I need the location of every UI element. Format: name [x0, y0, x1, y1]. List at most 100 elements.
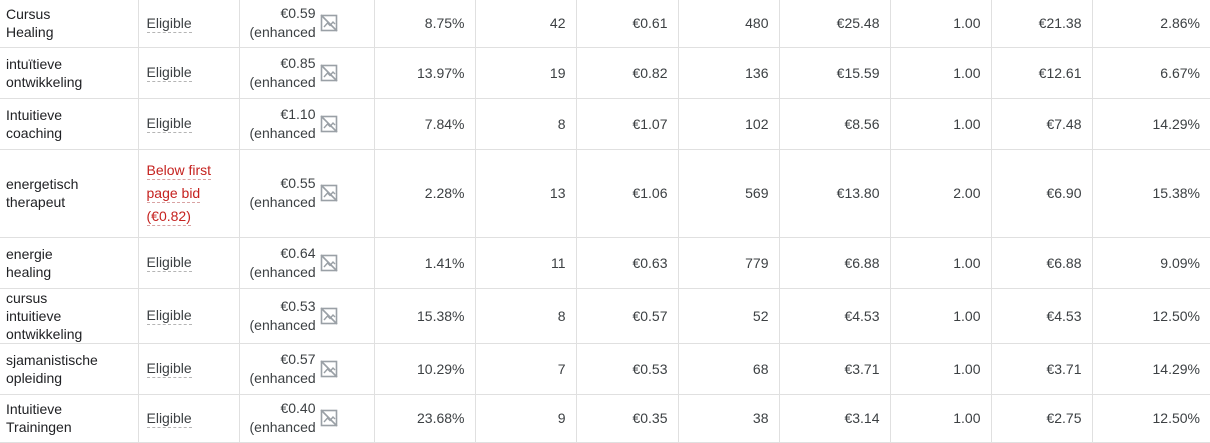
cost-cell: €8.56 [778, 97, 891, 150]
max-cpc-cell[interactable]: €0.57 (enhanced [238, 342, 375, 395]
status-cell: Eligible [137, 236, 240, 289]
table-row[interactable]: energetisch therapeut Below first page bid (… [0, 148, 1210, 238]
bid-strategy-label: (enhanced [249, 73, 316, 90]
avg-position-cell: 2.00 [889, 148, 992, 238]
status-text[interactable]: Eligible [146, 14, 192, 33]
table-row[interactable]: energie healing Eligible €0.64 (enhanced 1.41… [0, 236, 1210, 289]
max-cpc-cell[interactable]: €0.55 (enhanced [238, 148, 375, 238]
ctr-cell: 10.29% [373, 342, 476, 395]
bid-strategy-label: (enhanced [249, 419, 316, 435]
max-cpc-cell[interactable]: €0.40 (enhanced [238, 393, 375, 443]
avg-cpc-cell: €1.07 [575, 97, 679, 150]
keyword-text: intuïtieve [6, 55, 63, 72]
cost-per-conversion-cell: €12.61 [990, 46, 1093, 99]
status-text[interactable]: Eligible [146, 254, 192, 272]
max-cpc-cell[interactable]: €0.53 (enhanced [238, 287, 375, 344]
max-cpc-text: €0.57 (enhanced [250, 350, 316, 388]
cost-per-conversion-cell: €21.38 [990, 0, 1093, 48]
bid-strategy-label: (enhanced [249, 263, 316, 280]
status-text[interactable]: Eligible [146, 360, 192, 378]
keyword-text: coaching [6, 124, 63, 141]
max-cpc-text: €0.59 (enhanced [250, 4, 316, 42]
conversions-cell: 19 [474, 46, 577, 99]
max-cpc-value: €0.85 [280, 54, 316, 71]
ctr-cell: 1.41% [373, 236, 476, 289]
max-cpc-cell[interactable]: €1.10 (enhanced [238, 97, 375, 150]
status-text[interactable]: Eligible [146, 64, 192, 82]
max-cpc-cell[interactable]: €0.64 (enhanced [238, 236, 375, 289]
ctr-cell: 2.28% [373, 148, 476, 238]
status-text[interactable]: Eligible [146, 307, 192, 325]
conversion-rate-cell: 15.38% [1091, 148, 1210, 238]
broken-image-icon[interactable] [319, 63, 339, 83]
avg-cpc-cell: €0.61 [575, 0, 679, 48]
keyword-cell: intuïtieve ontwikkeling [0, 46, 139, 99]
cost-per-conversion-cell: €2.75 [990, 393, 1093, 443]
broken-image-icon[interactable] [319, 253, 339, 273]
conversions-cell: 9 [474, 393, 577, 443]
conversion-rate-cell: 2.86% [1091, 0, 1210, 48]
keyword-text: therapeut [6, 194, 66, 210]
bid-strategy-label: (enhanced [249, 369, 316, 386]
status-text[interactable]: page bid [146, 184, 201, 203]
table-row[interactable]: intuïtieve ontwikkeling Eligible €0.85 (enha… [0, 46, 1210, 99]
impressions-cell: 480 [677, 0, 780, 48]
status-text[interactable]: (€0.82) [146, 207, 191, 226]
keyword-cell: cursus intuitieve ontwikkeling [0, 287, 139, 344]
max-cpc-text: €0.53 (enhanced [250, 297, 316, 335]
avg-position-cell: 1.00 [889, 46, 992, 99]
avg-position-cell: 1.00 [889, 342, 992, 395]
status-cell: Eligible [137, 393, 240, 443]
keyword-text: healing [6, 263, 52, 280]
status-cell: Eligible [137, 97, 240, 150]
cost-per-conversion-cell: €7.48 [990, 97, 1093, 150]
cost-cell: €15.59 [778, 46, 891, 99]
table-row[interactable]: cursus intuitieve ontwikkeling Eligible €0.5… [0, 287, 1210, 344]
keyword-cell: Intuitieve Trainingen [0, 393, 139, 443]
cost-per-conversion-cell: €3.71 [990, 342, 1093, 395]
broken-image-icon[interactable] [319, 114, 339, 134]
conversion-rate-cell: 6.67% [1091, 46, 1210, 99]
max-cpc-text: €0.85 (enhanced [250, 54, 316, 92]
avg-cpc-cell: €0.35 [575, 393, 679, 443]
avg-cpc-cell: €0.82 [575, 46, 679, 99]
table-row[interactable]: sjamanistische opleiding Eligible €0.57 (enh… [0, 342, 1210, 395]
table-row[interactable]: Intuitieve coaching Eligible €1.10 (enhanced… [0, 97, 1210, 150]
max-cpc-cell[interactable]: €0.85 (enhanced [238, 46, 375, 99]
cost-per-conversion-cell: €4.53 [990, 287, 1093, 344]
keyword-text: Healing [6, 24, 54, 41]
broken-image-icon[interactable] [319, 408, 339, 428]
impressions-cell: 136 [677, 46, 780, 99]
keyword-text: opleiding [6, 369, 63, 386]
table-row[interactable]: Intuitieve Trainingen Eligible €0.40 (enhanc… [0, 393, 1210, 443]
status-text[interactable]: Below first [146, 161, 212, 180]
bid-strategy-label: (enhanced [249, 316, 316, 333]
avg-position-cell: 1.00 [889, 236, 992, 289]
conversion-rate-cell: 12.50% [1091, 287, 1210, 344]
max-cpc-cell[interactable]: €0.59 (enhanced [238, 0, 375, 48]
broken-image-icon[interactable] [319, 306, 339, 326]
broken-image-icon[interactable] [319, 359, 339, 379]
status-cell: Eligible [137, 287, 240, 344]
table-row[interactable]: Cursus Healing Eligible €0.59 (enhanced 8.75%… [0, 0, 1210, 48]
status-cell: Eligible [137, 342, 240, 395]
broken-image-icon[interactable] [319, 13, 339, 33]
max-cpc-value: €0.55 [280, 175, 316, 191]
conversions-cell: 13 [474, 148, 577, 238]
keyword-cell: Intuitieve coaching [0, 97, 139, 150]
ctr-cell: 8.75% [373, 0, 476, 48]
impressions-cell: 569 [677, 148, 780, 238]
max-cpc-value: €0.64 [280, 244, 316, 261]
status-text[interactable]: Eligible [146, 115, 192, 133]
max-cpc-text: €0.64 (enhanced [250, 244, 316, 282]
keyword-cell: energie healing [0, 236, 139, 289]
ctr-cell: 13.97% [373, 46, 476, 99]
max-cpc-text: €0.40 (enhanced [250, 399, 316, 437]
impressions-cell: 102 [677, 97, 780, 150]
status-cell: Eligible [137, 0, 240, 48]
status-text[interactable]: Eligible [146, 409, 192, 428]
impressions-cell: 68 [677, 342, 780, 395]
broken-image-icon[interactable] [319, 183, 339, 203]
max-cpc-value: €0.57 [280, 350, 316, 367]
